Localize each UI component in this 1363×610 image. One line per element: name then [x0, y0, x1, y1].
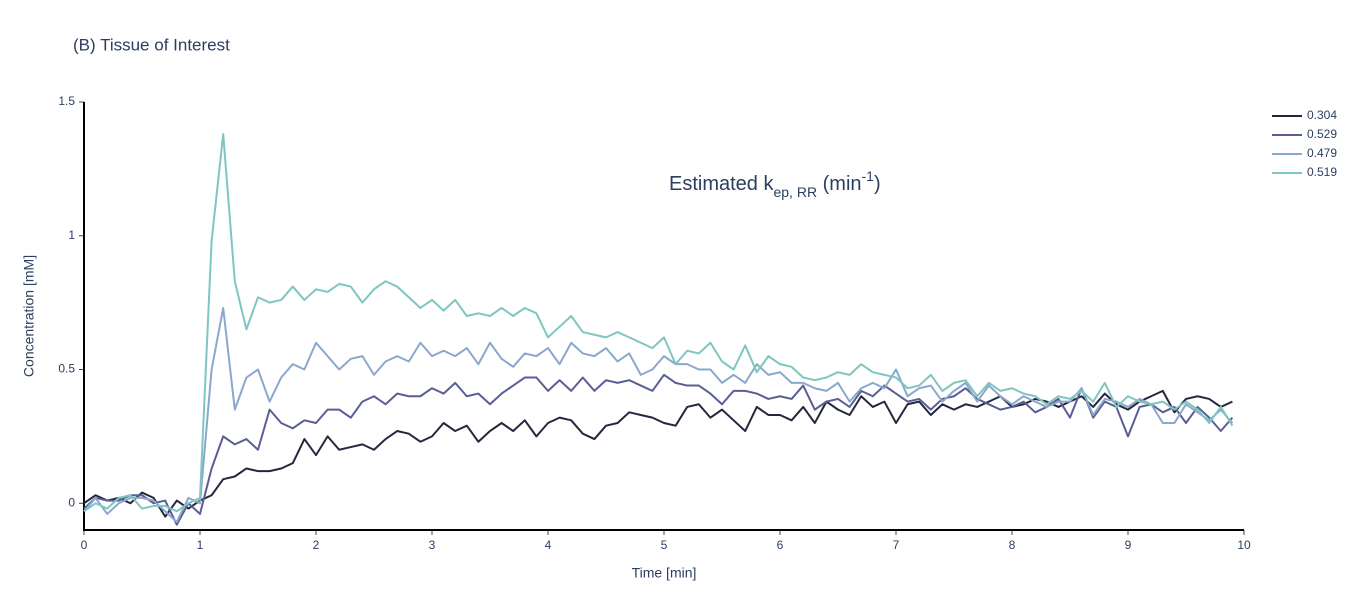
- x-tick-label: 5: [661, 538, 668, 552]
- x-tick-label: 8: [1009, 538, 1016, 552]
- series-line: [83, 389, 1233, 518]
- x-tick-label: 3: [429, 538, 436, 552]
- legend-title-sub: ep, RR: [773, 184, 817, 200]
- y-tick-label: 1: [68, 228, 75, 242]
- x-tick-label: 2: [313, 538, 320, 552]
- x-tick-label: 10: [1237, 538, 1251, 552]
- legend-title-main: Estimated k: [669, 173, 774, 195]
- y-tick-label: 0.5: [58, 362, 75, 376]
- legend-label: 0.519: [1307, 165, 1337, 179]
- y-tick-label: 0: [68, 495, 75, 509]
- x-tick-label: 1: [197, 538, 204, 552]
- series-line: [83, 373, 1234, 526]
- x-tick-label: 4: [545, 538, 552, 552]
- x-tick-label: 7: [893, 538, 900, 552]
- y-axis-label: Concentration [mM]: [21, 255, 37, 377]
- legend-title-sup: -1: [862, 168, 875, 184]
- y-tick-label: 1.5: [58, 94, 75, 108]
- x-tick-label: 6: [777, 538, 784, 552]
- x-axis-label: Time [min]: [632, 565, 697, 581]
- legend-label: 0.529: [1307, 127, 1337, 141]
- x-tick-label: 0: [81, 538, 88, 552]
- x-tick-label: 9: [1125, 538, 1132, 552]
- legend-title-end: ): [874, 173, 881, 195]
- legend-label: 0.304: [1307, 108, 1337, 122]
- legend-title: Estimated kep, RR (min-1): [669, 168, 881, 200]
- series-line: [83, 306, 1234, 523]
- chart-title: (B) Tissue of Interest: [73, 35, 230, 54]
- legend-label: 0.479: [1307, 146, 1337, 160]
- series-line: [83, 133, 1234, 513]
- legend-title-mid: (min: [817, 173, 861, 195]
